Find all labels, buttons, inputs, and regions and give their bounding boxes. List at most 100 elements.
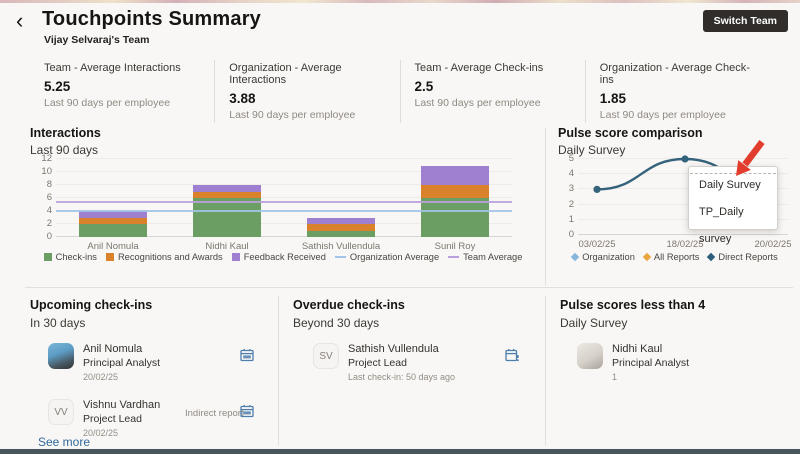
decorative-top-strip	[0, 0, 800, 3]
person-role: Principal Analyst	[612, 357, 690, 369]
person-note: Last check-in: 50 days ago	[348, 372, 456, 382]
kpi-card-1: Organization - Average Interactions 3.88 L…	[214, 60, 399, 123]
person-row[interactable]: Nidhi Kaul Principal Analyst 1	[577, 343, 790, 382]
overdue-checkins-section: Overdue check-ins Beyond 30 days SV Sathi…	[293, 288, 545, 399]
initials-avatar: VV	[48, 399, 74, 425]
reference-line	[56, 200, 512, 203]
photo-avatar	[48, 343, 74, 369]
legend-diamond-icon	[707, 252, 716, 262]
person-info: Anil Nomula Principal Analyst 20/02/25	[83, 343, 160, 382]
kpi-card-0: Team - Average Interactions 5.25 Last 90 d…	[30, 60, 214, 123]
gridline	[56, 171, 512, 172]
bar-segment	[307, 230, 375, 237]
legend-item: Direct Reports	[707, 252, 778, 262]
x-category-label: Anil Nomula	[87, 241, 139, 252]
legend-label: All Reports	[653, 252, 700, 262]
upcoming-title: Upcoming check-ins	[30, 298, 153, 312]
legend-diamond-icon	[642, 252, 652, 262]
gridline	[578, 173, 788, 175]
person-info: Sathish Vullendula Project Lead Last check…	[348, 343, 455, 382]
bar-segment	[193, 185, 261, 192]
charts-divider	[545, 128, 546, 286]
bar-segment	[79, 217, 147, 224]
pulse-legend: Organization All Reports Direct Reports	[558, 252, 792, 262]
kpi-label: Team - Average Check-ins	[414, 62, 544, 74]
pulse-chart-subtitle: Daily Survey	[558, 143, 626, 157]
low-pulse-subtitle: Daily Survey	[560, 316, 628, 330]
bar-segment	[307, 217, 375, 224]
legend-line-icon	[334, 255, 346, 259]
team-subtitle: Vijay Selvaraj's Team	[44, 34, 150, 46]
y-tick-label: 0	[568, 229, 574, 240]
sections-divider	[25, 287, 793, 288]
data-point	[681, 155, 689, 163]
kpi-value: 5.25	[44, 79, 71, 94]
low-pulse-title: Pulse scores less than 4	[560, 298, 706, 312]
calendar-alert-icon[interactable]	[505, 348, 519, 367]
calendar-icon[interactable]	[240, 348, 254, 367]
interactions-chart: Interactions Last 90 days 0 2 4 6 8 10 12 Anil …	[30, 126, 536, 284]
legend-swatch-icon	[43, 253, 52, 261]
interactions-plot: 0 2 4 6 8 10 12 Anil Nomula Nidhi Kaul Sathish Vu…	[41, 154, 512, 252]
indirect-report-tag: Indirect report	[185, 408, 244, 419]
gridline	[56, 197, 512, 198]
kpi-label: Organization - Average Interactions	[229, 62, 342, 86]
low-pulse-rows: Nidhi Kaul Principal Analyst 1	[560, 343, 790, 382]
kpi-caption: Last 90 days per employee	[414, 97, 541, 109]
reference-line	[56, 209, 512, 212]
person-note: 20/02/25	[83, 372, 119, 382]
kpi-caption: Last 90 days per employee	[599, 109, 726, 121]
dashed-gridline-overlay	[690, 173, 776, 174]
kpi-caption: Last 90 days per employee	[229, 109, 356, 121]
survey-dropdown: Daily Survey TP_Daily survey	[688, 166, 778, 245]
y-tick-label: 4	[46, 205, 52, 216]
y-tick-label: 2	[46, 218, 52, 229]
switch-team-button[interactable]: Switch Team	[702, 10, 788, 32]
y-tick-label: 2	[568, 198, 574, 210]
x-date-label: 03/02/25	[578, 239, 616, 250]
bar-segment	[421, 165, 489, 185]
kpi-value: 3.88	[229, 91, 256, 106]
gridline	[56, 184, 512, 185]
person-role: Project Lead	[348, 357, 407, 369]
bar-segment	[421, 185, 489, 198]
interactions-legend: Check-ins Recognitions and Awards Feedback…	[30, 252, 536, 262]
legend-label: Direct Reports	[718, 252, 778, 262]
bottom-divider-2	[545, 296, 546, 446]
y-tick-label: 3	[568, 183, 574, 195]
legend-label: Organization	[582, 252, 635, 262]
person-name: Anil Nomula	[83, 343, 143, 355]
low-pulse-section: Pulse scores less than 4 Daily Survey Ni…	[560, 288, 790, 399]
legend-swatch-icon	[231, 253, 240, 261]
photo-avatar	[577, 343, 603, 369]
bar-segment	[421, 198, 489, 237]
kpi-row: Team - Average Interactions 5.25 Last 90 d…	[30, 60, 770, 123]
person-row[interactable]: VV Vishnu Vardhan Project Lead 20/02/25 Indi…	[48, 399, 278, 438]
y-tick-label: 5	[568, 153, 574, 164]
y-tick-label: 6	[46, 192, 52, 203]
person-name: Nidhi Kaul	[612, 343, 663, 355]
gridline	[578, 234, 788, 235]
legend-label: Team Average	[463, 252, 523, 262]
person-row[interactable]: Anil Nomula Principal Analyst 20/02/25	[48, 343, 278, 382]
pulse-chart-title: Pulse score comparison	[558, 126, 703, 140]
bottom-divider-1	[278, 296, 279, 446]
y-tick-label: 12	[41, 153, 52, 164]
survey-option-1[interactable]: TP_Daily survey	[699, 206, 744, 245]
bottom-bar	[0, 449, 800, 454]
kpi-value: 1.85	[599, 91, 627, 106]
survey-option-0[interactable]: Daily Survey	[699, 179, 761, 191]
legend-label: Feedback Received	[243, 252, 326, 262]
person-row[interactable]: SV Sathish Vullendula Project Lead Last che…	[313, 343, 545, 382]
legend-item: Organization Average	[334, 252, 439, 262]
bar-segment	[79, 224, 147, 237]
legend-label: Recognitions and Awards	[117, 252, 223, 262]
calendar-icon[interactable]	[240, 404, 254, 423]
kpi-caption: Last 90 days per employee	[44, 97, 171, 109]
see-more-link[interactable]: See more	[38, 435, 91, 449]
legend-line-icon	[448, 255, 460, 259]
back-button[interactable]: ‹	[16, 8, 24, 33]
upcoming-subtitle: In 30 days	[30, 316, 86, 330]
bar-segment	[79, 211, 147, 218]
